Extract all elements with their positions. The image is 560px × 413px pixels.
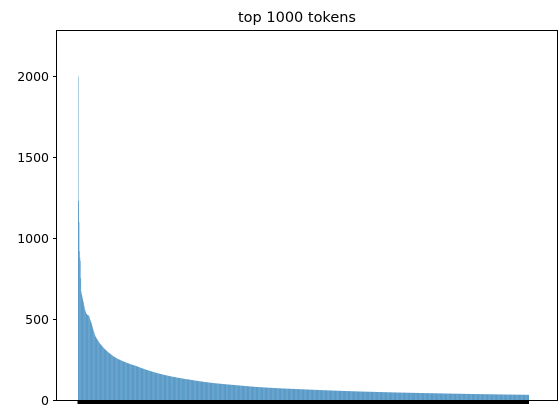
- y-tick-label: 2000: [17, 69, 49, 84]
- chart-title: top 1000 tokens: [238, 10, 356, 26]
- y-tick-label: 0: [41, 393, 49, 408]
- y-tick-label: 1500: [17, 150, 49, 165]
- y-tick-label: 500: [25, 312, 49, 327]
- bars-group: [78, 76, 529, 400]
- y-axis: 0 500 1000 1500 2000: [17, 69, 57, 408]
- y-tick-label: 1000: [17, 231, 49, 246]
- plot-frame: [56, 30, 558, 401]
